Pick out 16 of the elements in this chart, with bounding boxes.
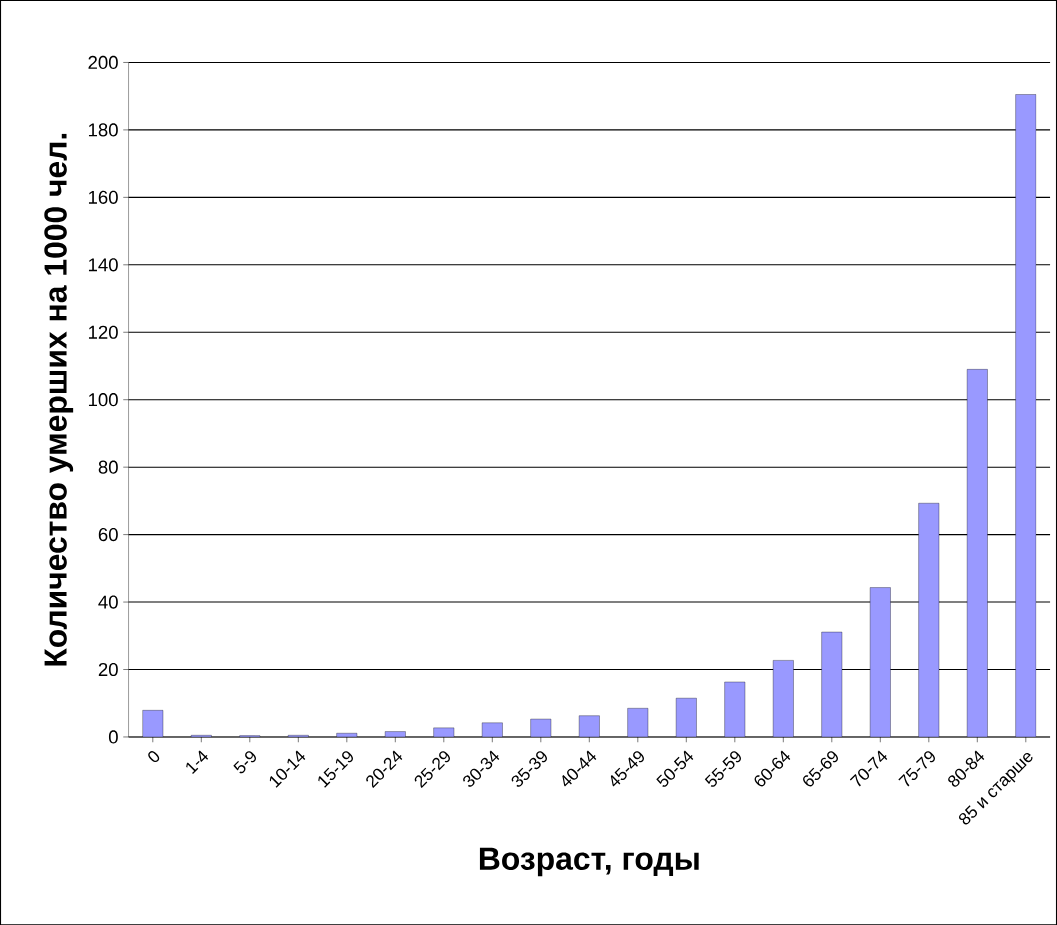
y-tick-label: 100 [88, 393, 118, 407]
x-tick-label: 0 [148, 751, 160, 762]
x-tick-label: 1-4 [186, 750, 209, 774]
y-tick-label: 120 [88, 325, 118, 339]
y-tick-label: 80 [98, 460, 118, 474]
y-axis-title: Количество умерших на 1000 чел. [44, 133, 74, 666]
y-tick-label: 180 [88, 123, 118, 137]
x-tick-label: 5-9 [233, 751, 256, 774]
y-tick-label: 60 [98, 527, 118, 542]
y-tick-label: 20 [98, 662, 118, 676]
y-tick-label: 160 [88, 190, 118, 204]
y-tick-label: 0 [108, 730, 118, 744]
x-axis-title: Возраст, годы [479, 847, 699, 877]
y-tick-label: 40 [98, 595, 118, 609]
y-tick-label: 200 [88, 55, 118, 69]
y-tick-label: 140 [88, 258, 118, 272]
